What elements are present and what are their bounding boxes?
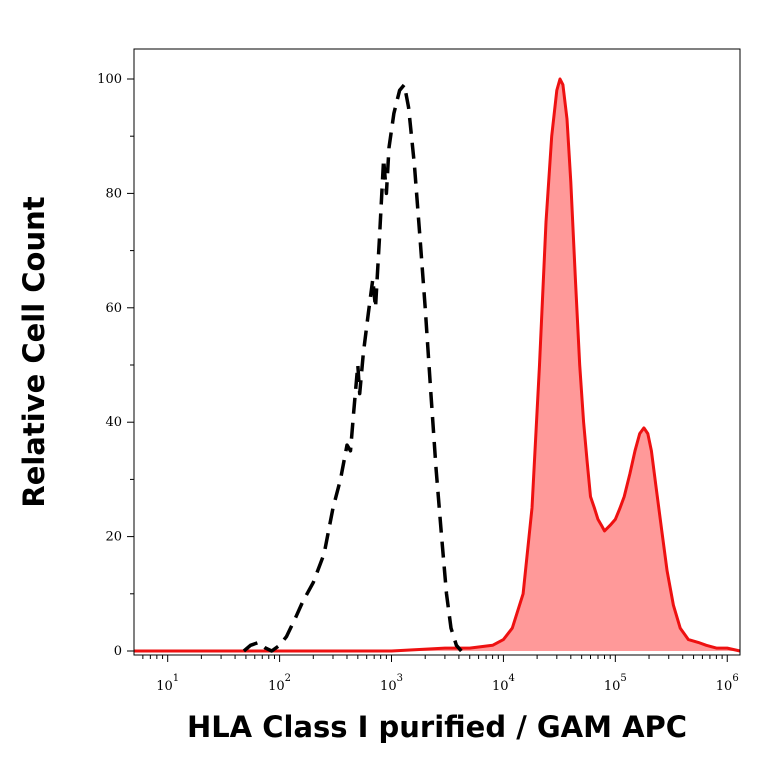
x-axis-title: HLA Class I purified / GAM APC bbox=[187, 710, 687, 744]
y-tick-label: 100 bbox=[97, 72, 122, 87]
y-tick-label: 60 bbox=[105, 301, 122, 316]
x-tick-label: 105 bbox=[604, 673, 627, 694]
x-tick-label: 104 bbox=[492, 673, 515, 694]
x-tick-label: 103 bbox=[380, 673, 403, 694]
y-tick-label: 40 bbox=[105, 415, 122, 430]
y-axis-title: Relative Cell Count bbox=[17, 196, 51, 507]
plot-frame bbox=[133, 48, 741, 656]
x-tick-label: 102 bbox=[268, 673, 291, 694]
y-tick-label: 0 bbox=[114, 644, 122, 659]
plot-area bbox=[134, 77, 741, 653]
y-tick-label: 80 bbox=[105, 186, 122, 201]
y-tick-label: 20 bbox=[105, 530, 122, 545]
x-tick-label: 101 bbox=[156, 673, 179, 694]
series-0-line bbox=[242, 82, 463, 653]
series-1-line bbox=[134, 77, 741, 653]
axes: 101 102 103 104 105 106 0 20 40 60 80 100 bbox=[97, 48, 741, 694]
series-1-fill bbox=[134, 79, 740, 651]
x-tick-label: 106 bbox=[716, 673, 739, 694]
